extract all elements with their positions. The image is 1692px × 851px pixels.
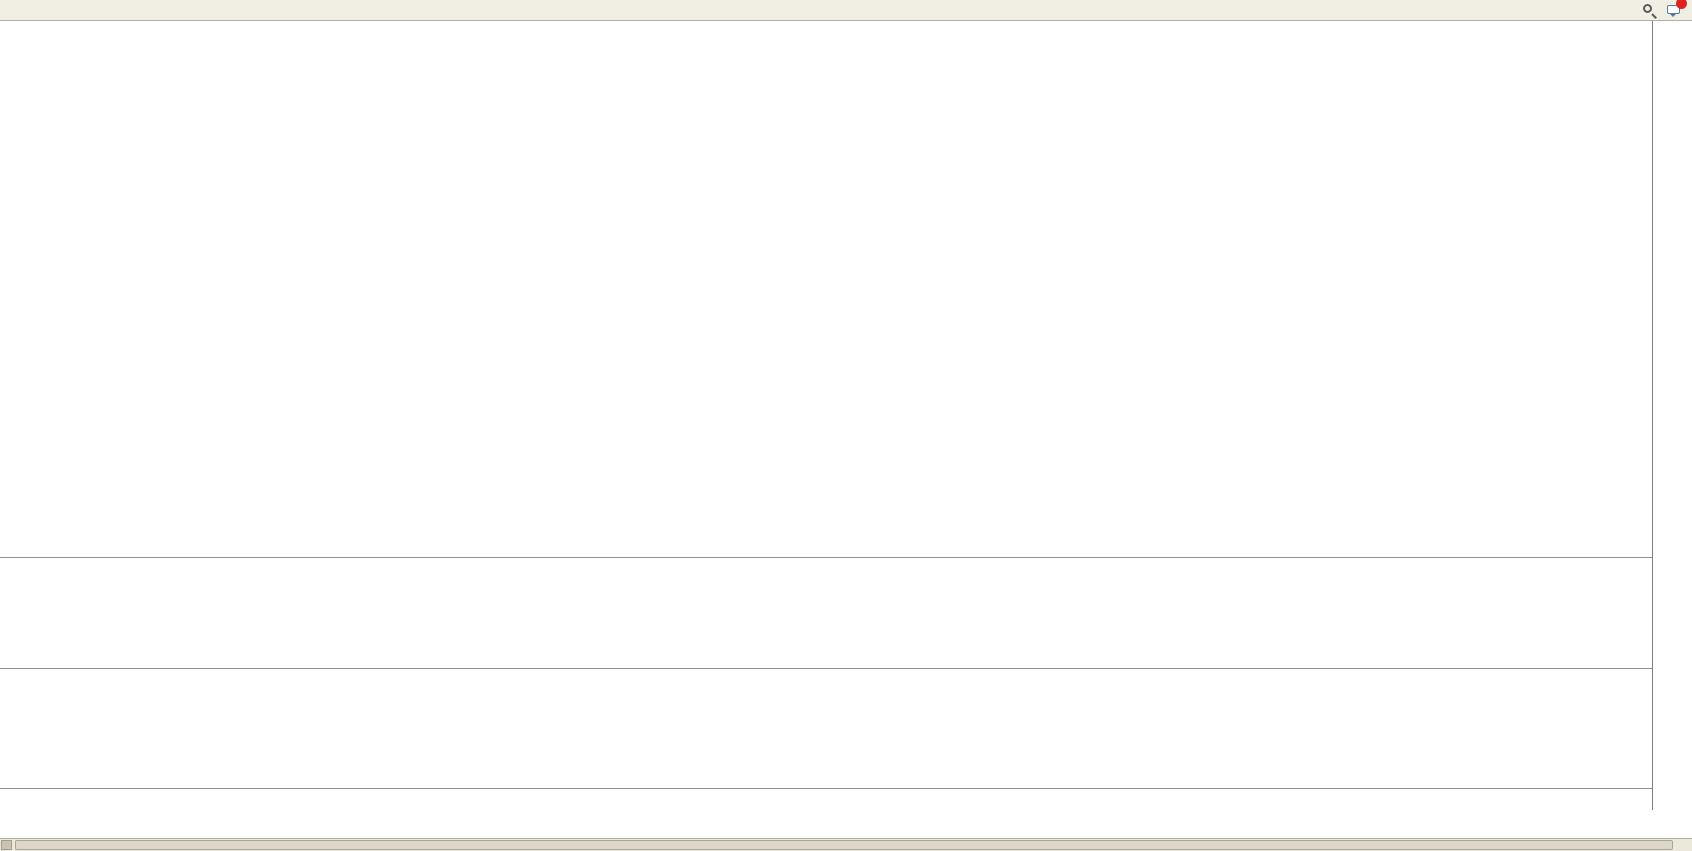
notification-badge[interactable] (1676, 0, 1687, 9)
rsi-indicator-label (7, 671, 17, 682)
scrollbar-left-box[interactable] (1, 840, 12, 850)
horizontal-scrollbar[interactable] (0, 838, 1692, 851)
search-icon[interactable] (1641, 2, 1658, 19)
price-chart-canvas[interactable] (0, 21, 1652, 557)
chat-bubble-tail (1670, 13, 1676, 20)
scrollbar-thumb[interactable] (15, 840, 1673, 850)
toolbar-right-group (1641, 0, 1689, 20)
panel-separator-macd-rsi[interactable] (0, 668, 1692, 669)
magnifier-circle (1643, 3, 1652, 13)
price-axis[interactable] (1652, 21, 1692, 810)
macd-indicator-label (7, 560, 22, 571)
chat-icon[interactable] (1666, 0, 1687, 20)
chat-bubble (1667, 4, 1680, 14)
time-axis[interactable] (0, 789, 1652, 811)
panel-separator-price-macd[interactable] (0, 557, 1692, 558)
panel-separator-rsi-dates[interactable] (0, 788, 1692, 789)
macd-panel-canvas[interactable] (0, 558, 1652, 668)
chart-header (6, 25, 17, 37)
magnifier-handle (1651, 12, 1657, 19)
toolbar (0, 0, 1692, 21)
rsi-panel-canvas[interactable] (0, 669, 1652, 787)
